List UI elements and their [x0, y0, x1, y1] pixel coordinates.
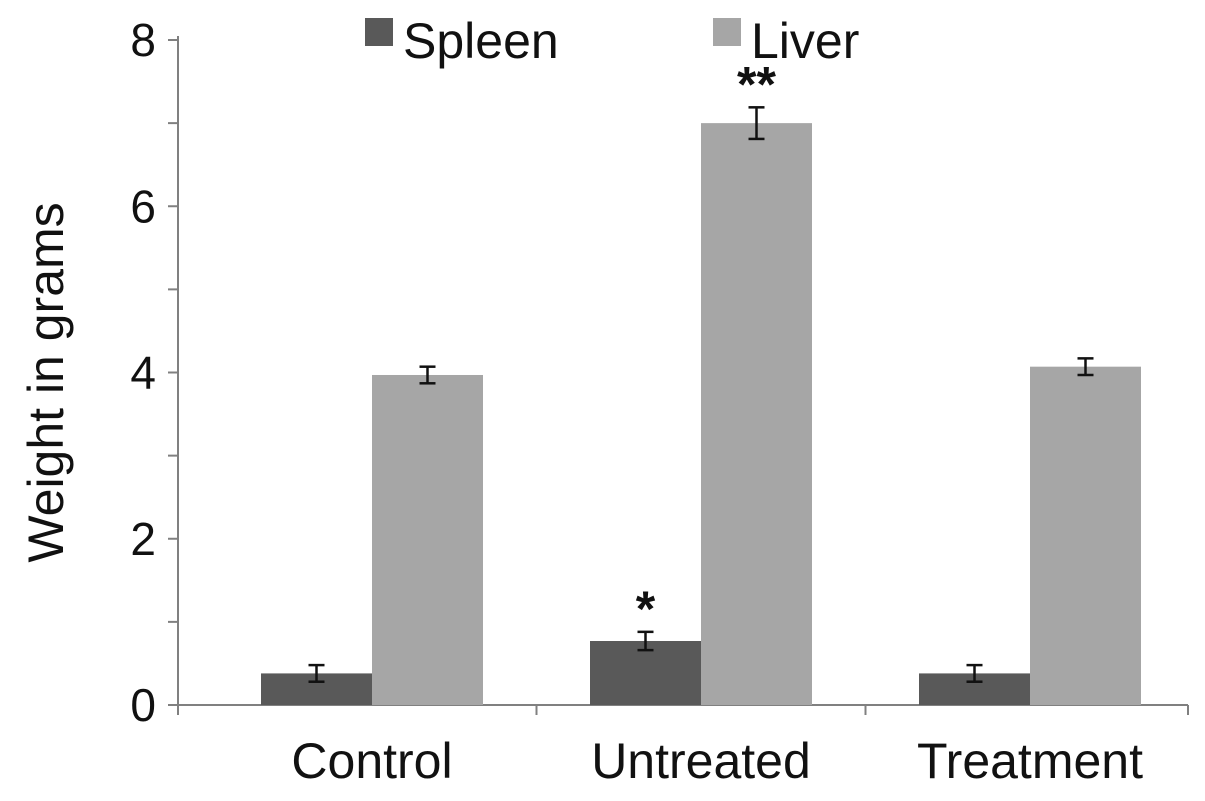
- y-tick-label: 0: [130, 679, 156, 731]
- x-category-label: Control: [291, 733, 452, 789]
- significance-marker: *: [636, 581, 656, 637]
- bar-liver: [372, 374, 483, 705]
- bar-liver: [1030, 366, 1141, 705]
- x-category-label: Untreated: [591, 733, 811, 789]
- labels: 0 2 4 6 8 Control Untreated Treatment Weight in …: [18, 14, 1143, 789]
- bar-spleen: [590, 640, 701, 705]
- y-tick-label: 6: [130, 180, 156, 232]
- legend: Spleen Liver: [365, 13, 859, 69]
- significance-marker: **: [737, 56, 776, 112]
- y-axis-title: Weight in grams: [18, 202, 74, 562]
- x-category-label: Treatment: [917, 733, 1143, 789]
- legend-swatch-liver: [713, 18, 741, 46]
- legend-swatch-spleen: [365, 18, 393, 46]
- bar-liver: [701, 123, 812, 705]
- bars: [261, 106, 1141, 705]
- y-tick-label: 8: [130, 14, 156, 66]
- legend-label-spleen: Spleen: [403, 13, 559, 69]
- legend-label-liver: Liver: [751, 13, 859, 69]
- y-tick-label: 4: [130, 347, 156, 399]
- y-tick-label: 2: [130, 513, 156, 565]
